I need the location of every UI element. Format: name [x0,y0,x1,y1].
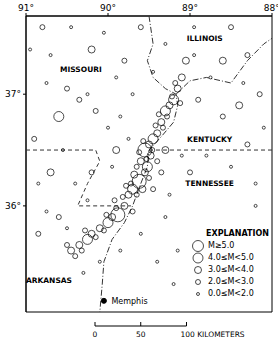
svg-text:89°: 89° [182,3,198,13]
svg-text:0: 0 [93,330,98,339]
svg-text:ARKANSAS: ARKANSAS [26,276,72,285]
svg-text:37°: 37° [8,89,21,99]
html-text:EXPLANATION: EXPLANATION [206,229,269,238]
html-text:0.0≤M<2.0: 0.0≤M<2.0 [208,289,254,298]
html-text:2.0≤M<3.0: 2.0≤M<3.0 [208,277,254,286]
svg-text:50: 50 [136,330,146,339]
svg-text:88°: 88° [264,3,270,13]
svg-text:Memphis: Memphis [111,297,147,306]
html-text:4.0≤M<5.0: 4.0≤M<5.0 [208,253,254,262]
svg-text:90°: 90° [100,3,116,13]
svg-text:91°: 91° [18,3,34,13]
svg-text:TENNESSEE: TENNESSEE [185,179,234,188]
svg-text:KENTUCKY: KENTUCKY [187,135,233,144]
svg-text:MISSOURI: MISSOURI [60,65,102,74]
svg-text:36°: 36° [8,201,21,211]
html-text:M≥5.0: M≥5.0 [208,241,235,250]
svg-text:100 KILOMETERS: 100 KILOMETERS [180,330,244,339]
html-text:3.0≤M<4.0: 3.0≤M<4.0 [208,265,254,274]
svg-text:ILLINOIS: ILLINOIS [187,34,223,43]
